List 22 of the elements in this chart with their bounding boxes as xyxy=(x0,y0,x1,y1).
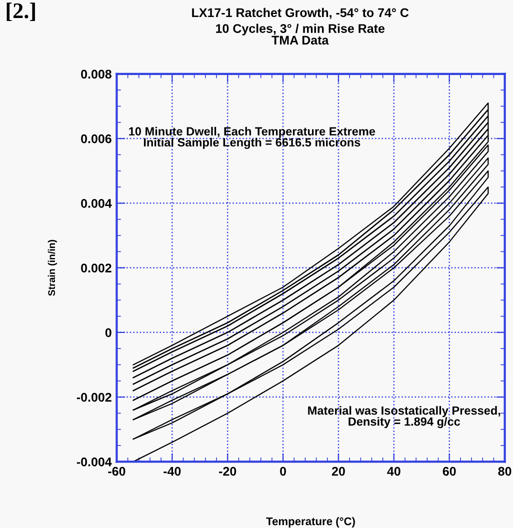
y-axis-title: Strain (in/in) xyxy=(48,240,57,296)
y-tick-label: 0 xyxy=(105,328,112,338)
x-tick-label: 40 xyxy=(387,466,400,476)
y-tick-label: -0.002 xyxy=(76,392,112,402)
x-tick-label: 0 xyxy=(280,466,286,476)
y-tick-label: 0.006 xyxy=(81,134,112,144)
text: [2.] xyxy=(6,2,35,22)
x-axis-title: Temperature (°C) xyxy=(266,517,355,528)
y-tick-label: 0.008 xyxy=(81,70,112,79)
annotation: Material was Isostatically Pressed, Density = 1.894 g/cc xyxy=(308,406,500,428)
x-tick-label: -60 xyxy=(108,466,126,476)
chart-title: LX17-1 Ratchet Growth, -54° to 74° C xyxy=(192,8,409,19)
annotation: 10 Minute Dwell, Each Temperature Extreme Initial Sample Length = 6616.5 microns xyxy=(129,126,376,149)
x-tick-label: -40 xyxy=(164,466,181,476)
chart-subtitle: 10 Cycles, 3° / min Rise Rate TMA Data xyxy=(216,24,385,45)
x-tick-label: -20 xyxy=(219,466,236,476)
y-tick-label: 0.004 xyxy=(81,198,112,208)
x-tick-label: 20 xyxy=(332,466,345,476)
y-tick-label: 0.002 xyxy=(81,264,112,272)
x-tick-label: 60 xyxy=(442,466,456,476)
y-tick-label: -0.004 xyxy=(76,457,112,466)
x-tick-label: 80 xyxy=(498,466,512,476)
